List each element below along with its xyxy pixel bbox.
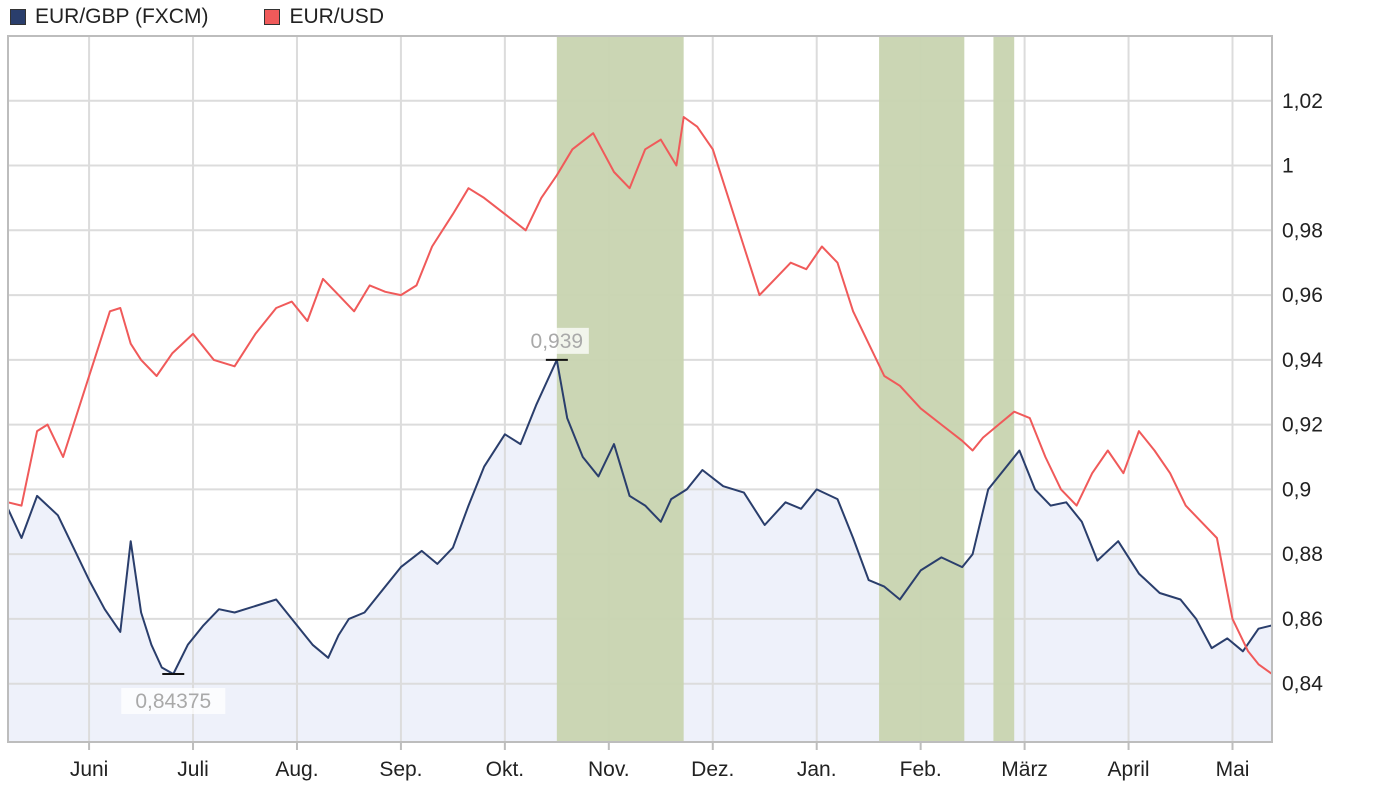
legend-label: EUR/GBP (FXCM) — [35, 5, 209, 28]
legend-label: EUR/USD — [289, 5, 384, 28]
x-tick-label: Nov. — [588, 758, 630, 781]
y-tick-label: 0,86 — [1282, 608, 1323, 631]
x-tick-label: Mai — [1216, 758, 1250, 781]
annotation-min-label: 0,84375 — [135, 690, 211, 713]
y-tick-label: 1,02 — [1282, 90, 1323, 113]
y-tick-label: 1 — [1282, 155, 1294, 178]
x-tick-label: Sep. — [379, 758, 422, 781]
x-tick-label: Juni — [70, 758, 109, 781]
x-tick-label: Aug. — [275, 758, 318, 781]
legend-swatch — [10, 9, 26, 25]
shaded-range — [879, 36, 965, 742]
plot-frame — [7, 35, 1273, 743]
legend-item: EUR/USD — [264, 5, 384, 29]
chart-legend: EUR/GBP (FXCM) EUR/USD — [10, 4, 440, 30]
annotation-label-bg — [121, 687, 226, 714]
x-tick-label: Dez. — [691, 758, 734, 781]
y-tick-label: 0,96 — [1282, 284, 1323, 307]
y-tick-label: 0,94 — [1282, 349, 1323, 372]
series-line-eur-usd — [7, 116, 1273, 675]
x-tick-label: März — [1001, 758, 1048, 781]
y-tick-label: 0,92 — [1282, 414, 1323, 437]
y-tick-label: 0,88 — [1282, 543, 1323, 566]
y-tick-label: 0,98 — [1282, 219, 1323, 242]
y-tick-label: 0,84 — [1282, 673, 1323, 696]
x-tick-label: Jan. — [797, 758, 837, 781]
annotation-label-bg — [524, 327, 589, 354]
x-tick-label: Juli — [177, 758, 209, 781]
y-tick-label: 0,9 — [1282, 478, 1311, 501]
series-line-eur-gbp — [7, 358, 1273, 675]
x-tick-label: April — [1108, 758, 1150, 781]
legend-swatch — [264, 9, 281, 25]
legend-item: EUR/GBP (FXCM) — [10, 5, 208, 29]
x-tick-label: Feb. — [900, 758, 942, 781]
x-tick-label: Okt. — [486, 758, 525, 781]
shaded-range — [993, 36, 1015, 742]
shaded-range — [556, 36, 684, 742]
annotation-max-label: 0,939 — [531, 330, 584, 353]
